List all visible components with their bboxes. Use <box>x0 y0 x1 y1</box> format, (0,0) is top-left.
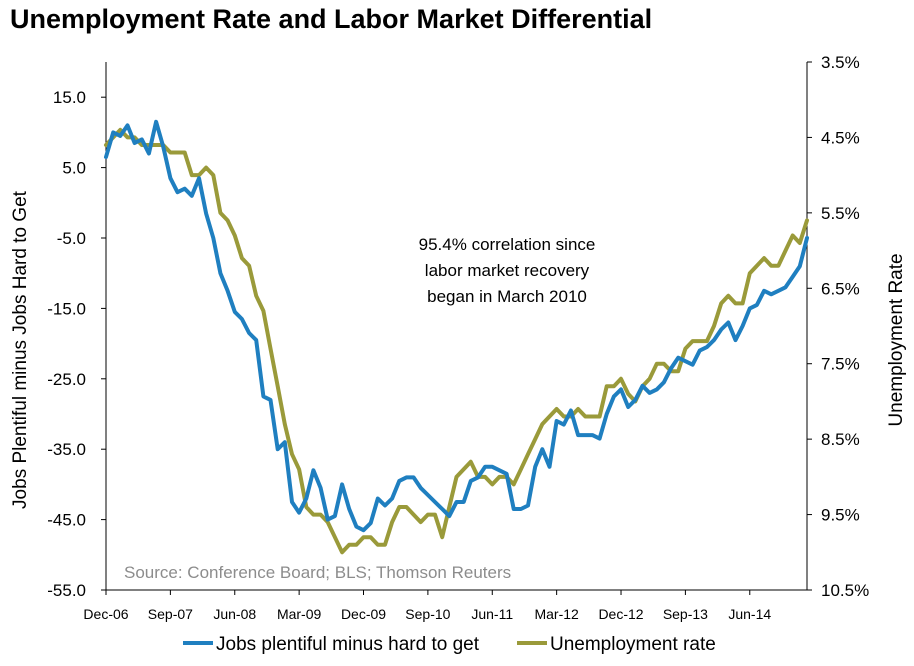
chart-title: Unemployment Rate and Labor Market Diffe… <box>10 4 653 34</box>
left-tick-label: -35.0 <box>47 440 86 459</box>
right-axis-ticks: 3.5% 4.5% 5.5% 6.5% 7.5% 8.5% 9.5% 10.5% <box>807 53 869 600</box>
x-tick-label: Sep-10 <box>405 606 450 622</box>
x-axis-ticks: Dec-06 Sep-07 Jun-08 Mar-09 Dec-09 Sep-10 Jun-… <box>83 590 771 622</box>
x-tick-label: Sep-07 <box>148 606 193 622</box>
left-tick-label: -25.0 <box>47 370 86 389</box>
axes-frame <box>105 62 808 591</box>
series-unemployment-line <box>104 127 809 555</box>
annotation-line-1: 95.4% correlation since <box>419 235 596 254</box>
left-axis-ticks: 15.0 5.0 -5.0 -15.0 -25.0 -35.0 -45.0 -55.0 <box>47 88 106 600</box>
right-tick-label: 5.5% <box>821 204 860 223</box>
right-tick-label: 8.5% <box>821 430 860 449</box>
x-tick-label: Jun-14 <box>728 606 771 622</box>
x-tick-label: Mar-12 <box>534 606 579 622</box>
right-tick-label: 6.5% <box>821 279 860 298</box>
legend: Jobs plentiful minus hard to get Unemplo… <box>183 634 716 655</box>
legend-label-jobs: Jobs plentiful minus hard to get <box>216 634 480 655</box>
right-tick-label: 10.5% <box>821 581 869 600</box>
x-tick-label: Jun-08 <box>213 606 256 622</box>
y-axis-right-label: Unemployment Rate <box>886 253 907 426</box>
x-tick-label: Jun-11 <box>471 606 513 622</box>
right-tick-label: 7.5% <box>821 355 860 374</box>
source-note: Source: Conference Board; BLS; Thomson R… <box>124 563 511 582</box>
left-tick-label: 5.0 <box>62 159 86 178</box>
annotation-line-2: labor market recovery <box>425 261 590 280</box>
left-tick-label: -55.0 <box>47 581 86 600</box>
x-tick-label: Mar-09 <box>277 606 322 622</box>
left-tick-label: 15.0 <box>53 88 86 107</box>
left-tick-label: -45.0 <box>47 511 86 530</box>
y-axis-left-label: Jobs Plentiful minus Jobs Hard to Get <box>10 190 31 509</box>
left-tick-label: -15.0 <box>47 299 86 318</box>
legend-label-unemployment: Unemployment rate <box>550 634 716 655</box>
right-tick-label: 4.5% <box>821 128 860 147</box>
series-jobs-line <box>104 119 809 533</box>
right-tick-label: 3.5% <box>821 53 860 72</box>
x-tick-label: Sep-13 <box>663 606 708 622</box>
x-tick-label: Dec-06 <box>83 606 128 622</box>
series-layer <box>104 119 809 555</box>
annotation-line-3: began in March 2010 <box>427 287 587 306</box>
x-tick-label: Dec-09 <box>341 606 386 622</box>
left-tick-label: -5.0 <box>57 229 86 248</box>
right-tick-label: 9.5% <box>821 506 860 525</box>
x-tick-label: Dec-12 <box>598 606 643 622</box>
